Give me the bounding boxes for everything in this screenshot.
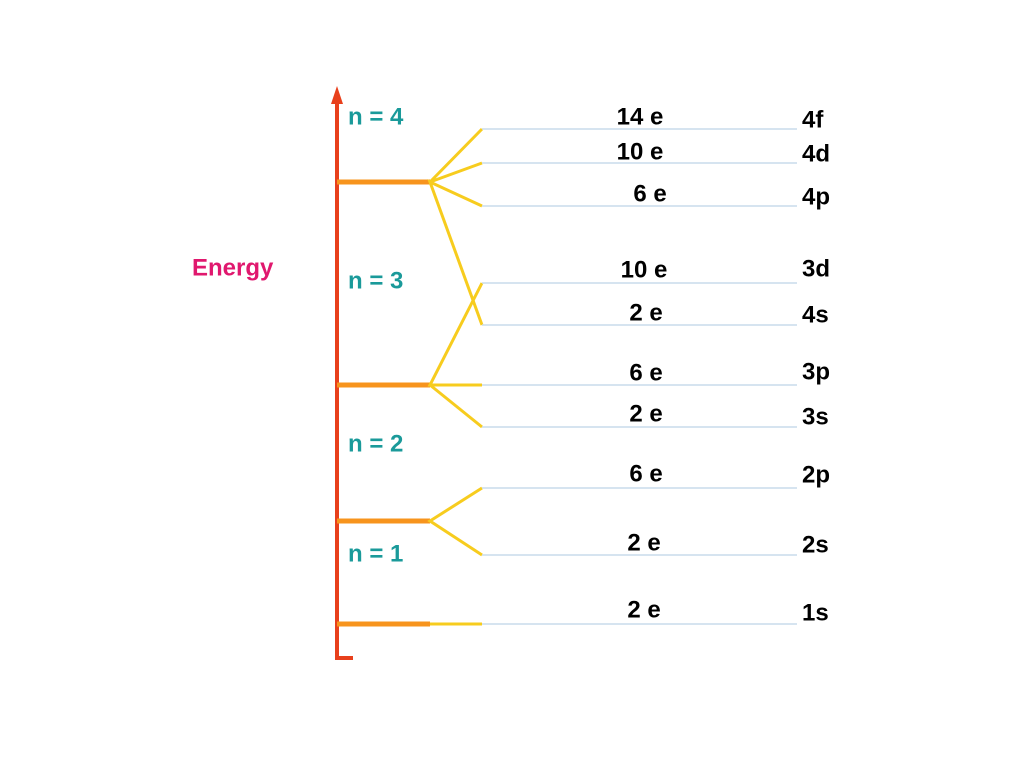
orbital-label: 2s xyxy=(802,531,829,558)
energy-axis xyxy=(331,86,353,660)
orbital-label: 1s xyxy=(802,599,829,626)
electron-count: 6 e xyxy=(629,359,662,386)
shell-label: n = 4 xyxy=(348,103,404,130)
shell-label: n = 3 xyxy=(348,267,403,294)
electron-count: 2 e xyxy=(627,529,660,556)
electron-count: 10 e xyxy=(621,256,668,283)
electron-count: 14 e xyxy=(617,103,664,130)
orbital-label: 3d xyxy=(802,255,830,282)
orbital-label: 4f xyxy=(802,106,824,133)
orbital-label: 3p xyxy=(802,358,830,385)
electron-count: 10 e xyxy=(617,138,664,165)
electron-count: 6 e xyxy=(633,180,666,207)
electron-count: 2 e xyxy=(629,299,662,326)
axis-label: Energy xyxy=(192,254,274,281)
orbital-label: 3s xyxy=(802,403,829,430)
orbital-label: 4d xyxy=(802,140,830,167)
electron-count: 6 e xyxy=(629,460,662,487)
shell-lines xyxy=(337,179,430,627)
branches xyxy=(427,127,484,626)
orbital-label: 2p xyxy=(802,461,830,488)
shell-label: n = 1 xyxy=(348,540,403,567)
electron-count: 2 e xyxy=(629,400,662,427)
electron-count: 2 e xyxy=(627,596,660,623)
shell-label: n = 2 xyxy=(348,430,403,457)
orbital-label: 4s xyxy=(802,301,829,328)
sublevel-lines xyxy=(482,128,797,625)
orbital-label: 4p xyxy=(802,183,830,210)
